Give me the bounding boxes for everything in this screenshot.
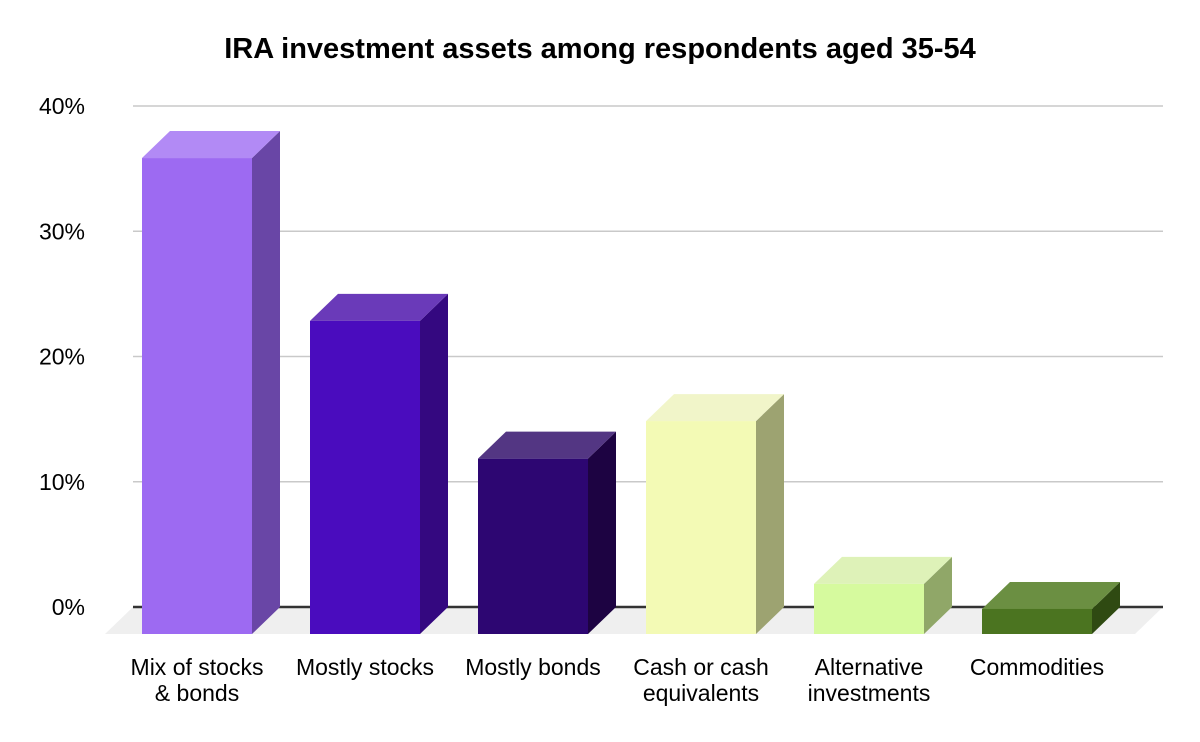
x-axis-category-label: Mostly bonds [465,654,601,680]
bar-side-face [588,431,616,634]
x-axis-category-label: Mix of stocks [131,654,264,680]
x-axis-category-label: Cash or cash [633,654,769,680]
y-axis-tick-label: 20% [39,344,85,370]
y-axis-tick-label: 10% [39,469,85,495]
bar-top-face [142,131,280,159]
bar-side-face [1092,581,1120,634]
x-axis-category-label: & bonds [155,680,239,706]
bar-top-face [982,581,1120,609]
bar-top-face [310,293,448,321]
bar-front-face [478,458,588,634]
x-axis-category-label: Alternative [815,654,924,680]
bar-front-face [310,320,420,634]
bar-front-face [142,158,252,635]
bar-top-face [646,394,784,422]
bar-side-face [756,394,784,634]
bar-side-face [420,293,448,634]
y-axis-tick-label: 0% [52,594,85,620]
x-axis-category-label: Mostly stocks [296,654,434,680]
x-axis-category-label: equivalents [643,680,759,706]
bar-side-face [252,131,280,635]
bar-front-face [982,608,1092,634]
x-axis-category-label: Commodities [970,654,1104,680]
y-axis-tick-label: 30% [39,218,85,244]
x-axis-category-label: investments [808,680,931,706]
bar-side-face [924,556,952,634]
chart-title: IRA investment assets among respondents … [224,33,976,65]
bar-top-face [478,431,616,459]
bar-front-face [646,421,756,634]
bar-front-face [814,583,924,634]
bar-top-face [814,556,952,584]
y-axis-tick-label: 40% [39,93,85,119]
